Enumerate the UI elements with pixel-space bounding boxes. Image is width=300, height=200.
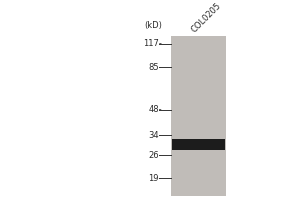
Text: 85-: 85- (148, 63, 162, 72)
Bar (171, 36, 226, 196)
Text: (kD): (kD) (144, 21, 162, 30)
Text: 117-: 117- (143, 39, 162, 48)
Text: 34-: 34- (148, 131, 162, 140)
Bar (172, 139, 225, 150)
Text: COL0205: COL0205 (189, 1, 223, 34)
Text: 19-: 19- (148, 174, 162, 183)
Text: 26-: 26- (148, 151, 162, 160)
Text: 48-: 48- (148, 105, 162, 114)
